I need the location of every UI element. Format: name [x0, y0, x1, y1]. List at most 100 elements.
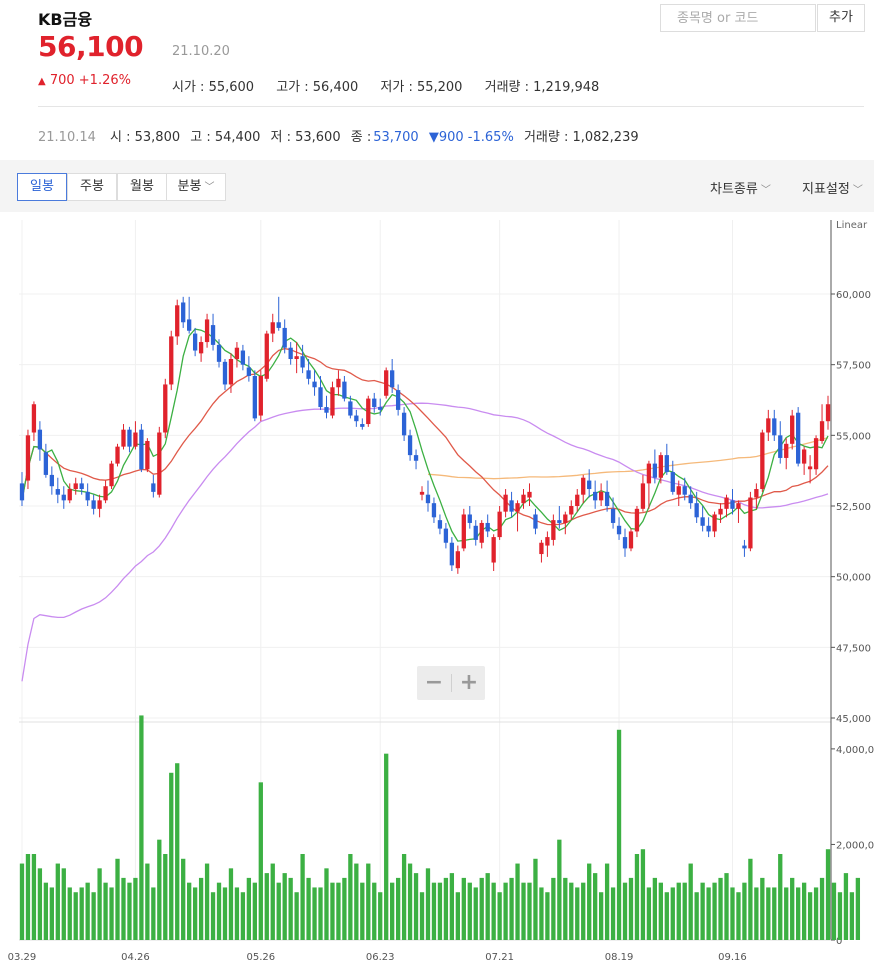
candle-body — [610, 508, 616, 523]
volume-bar — [646, 887, 652, 940]
candle-body — [240, 350, 246, 365]
candle-body — [115, 446, 120, 464]
volume-bar — [807, 892, 813, 940]
volume-bar — [55, 863, 60, 940]
zoom-out-button[interactable]: − — [424, 670, 444, 695]
volume-bar — [790, 877, 795, 940]
volume-bar — [390, 882, 395, 940]
candle-body — [437, 520, 443, 529]
candle-body — [163, 384, 168, 433]
volume-bar — [628, 877, 634, 940]
candle-body — [19, 483, 25, 501]
volume-bar — [515, 863, 520, 940]
volume-bar — [598, 892, 604, 940]
volume-bar — [801, 882, 807, 940]
volume-bar — [300, 854, 305, 940]
candle-body — [772, 418, 777, 436]
candle-body — [360, 424, 365, 427]
x-tick-label: 03.29 — [8, 952, 37, 963]
stock-chart[interactable]: Linear 60,000 57,500 55,000 52,500 50,000 47,5… — [0, 212, 874, 969]
volume-bar — [401, 854, 407, 940]
volume-bar — [736, 892, 741, 940]
volume-bar — [228, 868, 234, 940]
volume-bar — [109, 887, 114, 940]
volume-bar — [127, 882, 132, 940]
indicator-dropdown[interactable]: 지표설정 ﹀ — [802, 178, 863, 197]
candle-body — [515, 503, 520, 512]
stock-search[interactable] — [660, 4, 816, 32]
volume-bar — [145, 863, 150, 940]
stock-header: KB금융 56,100 ▲ 700 +1.26% 21.10.20 시가 : 5… — [0, 0, 874, 160]
volume-bar — [79, 887, 84, 940]
tab-minute[interactable]: 분봉 ﹀ — [166, 173, 226, 201]
price-change-value: 700 +1.26% — [49, 73, 131, 88]
volume-bar — [318, 887, 323, 940]
volume-bar — [527, 882, 532, 940]
volume-bar — [91, 892, 96, 940]
candle-body — [121, 429, 126, 447]
low-price: 저가 : 55,200 — [380, 80, 463, 95]
candle-body — [210, 325, 216, 345]
candle-body — [228, 359, 234, 385]
volume-bar — [467, 882, 472, 940]
candle-body — [784, 443, 789, 458]
volume-bar — [742, 882, 747, 940]
chart-type-dropdown[interactable]: 차트종류 ﹀ — [710, 178, 771, 197]
candle-body — [652, 463, 658, 478]
volume-bar — [533, 858, 538, 940]
volume-bar — [503, 882, 508, 940]
volume-bar — [813, 887, 819, 940]
volume-bar — [694, 892, 699, 940]
volume-bar — [712, 882, 717, 940]
volume-bar — [485, 873, 490, 940]
volume-bar — [210, 892, 216, 940]
volume-bar — [425, 868, 431, 940]
candle-body — [473, 525, 478, 540]
chart-area[interactable]: Linear 60,000 57,500 55,000 52,500 50,000 47,5… — [0, 212, 874, 969]
zoom-in-button[interactable]: + — [459, 670, 479, 695]
tab-daily[interactable]: 일봉 — [17, 173, 67, 201]
candle-body — [533, 514, 538, 529]
candle-body — [790, 415, 795, 444]
indicator-label: 지표설정 — [802, 182, 850, 197]
x-tick-label: 09.16 — [718, 952, 747, 963]
volume-bar — [306, 877, 311, 940]
high-price: 고가 : 56,400 — [276, 80, 359, 95]
candle-body — [778, 435, 783, 458]
volume-bar — [336, 882, 341, 940]
volume-bar — [103, 882, 108, 940]
volume-bar — [288, 877, 293, 940]
candle-body — [497, 511, 502, 538]
x-tick-label: 05.26 — [246, 952, 275, 963]
candle-body — [336, 378, 341, 388]
add-button[interactable]: 추가 — [817, 4, 865, 32]
search-input[interactable] — [661, 5, 815, 31]
candle-body — [581, 477, 586, 495]
volume-bar — [175, 763, 180, 940]
volume-bar — [378, 892, 383, 940]
tab-weekly[interactable]: 주봉 — [67, 173, 117, 201]
volume-bar — [610, 887, 616, 940]
candle-body — [181, 302, 186, 323]
candle-body — [139, 429, 144, 470]
candle-body — [527, 491, 532, 498]
candle-body — [724, 497, 729, 509]
volume-bar — [718, 877, 723, 940]
x-tick-label: 07.21 — [485, 952, 514, 963]
candle-body — [616, 525, 622, 535]
tab-monthly[interactable]: 월봉 — [117, 173, 167, 201]
candle-body — [419, 491, 425, 495]
trade-volume: 거래량 : 1,219,948 — [484, 80, 600, 95]
volume-bar — [784, 887, 789, 940]
volume-bar — [455, 892, 460, 940]
volume-bar — [431, 882, 437, 940]
volume-bar — [37, 868, 43, 940]
volume-bar — [760, 877, 765, 940]
hover-volume: 거래량 : 1,082,239 — [523, 130, 639, 145]
ma120-line — [427, 437, 829, 480]
candle-body — [569, 506, 574, 515]
candle-body — [587, 480, 592, 490]
volume-bar — [443, 877, 449, 940]
candle-body — [688, 494, 693, 504]
volume-bar — [133, 877, 138, 940]
